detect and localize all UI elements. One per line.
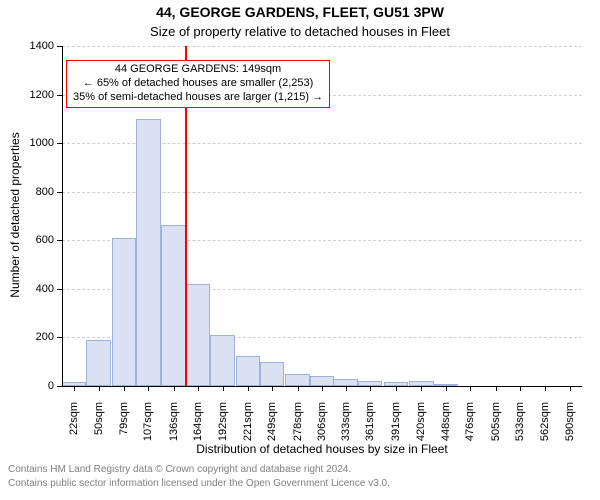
x-tick-label: 420sqm (415, 402, 427, 452)
x-tick-label: 333sqm (340, 402, 352, 452)
histogram-bar (260, 362, 284, 386)
x-axis-line (62, 386, 582, 387)
y-tick-label: 0 (14, 380, 54, 392)
y-tick-label: 800 (14, 186, 54, 198)
x-tick-label: 249sqm (266, 402, 278, 452)
histogram-bar (186, 284, 210, 386)
x-tick-label: 107sqm (142, 402, 154, 452)
x-tick-label: 306sqm (316, 402, 328, 452)
histogram-bar (333, 379, 357, 386)
y-axis-line (62, 46, 63, 386)
gridline (62, 46, 582, 48)
x-tick-label: 164sqm (192, 402, 204, 452)
x-tick-label: 476sqm (464, 402, 476, 452)
histogram-bar (86, 340, 110, 386)
annotation-line: 44 GEORGE GARDENS: 149sqm (73, 63, 323, 77)
y-tick-label: 600 (14, 234, 54, 246)
x-tick-label: 533sqm (514, 402, 526, 452)
x-tick-label: 562sqm (539, 402, 551, 452)
y-tick-label: 1000 (14, 137, 54, 149)
histogram-bar (136, 119, 160, 386)
y-tick-label: 400 (14, 283, 54, 295)
chart-plot-inner: 44 GEORGE GARDENS: 149sqm← 65% of detach… (62, 46, 582, 386)
footer-line-2: Contains public sector information licen… (8, 478, 390, 489)
x-tick-label: 22sqm (68, 402, 80, 452)
annotation-box: 44 GEORGE GARDENS: 149sqm← 65% of detach… (66, 60, 330, 107)
x-tick-label: 278sqm (292, 402, 304, 452)
x-tick-label: 192sqm (217, 402, 229, 452)
y-tick-label: 1200 (14, 89, 54, 101)
histogram-bar (285, 374, 309, 386)
x-tick-label: 448sqm (440, 402, 452, 452)
annotation-line: ← 65% of detached houses are smaller (2,… (73, 77, 323, 91)
histogram-bar (236, 356, 260, 386)
x-tick-label: 505sqm (490, 402, 502, 452)
histogram-bar (310, 376, 334, 386)
chart-title-main: 44, GEORGE GARDENS, FLEET, GU51 3PW (0, 4, 600, 20)
chart-plot-area: 44 GEORGE GARDENS: 149sqm← 65% of detach… (62, 46, 582, 386)
x-tick-label: 361sqm (364, 402, 376, 452)
x-tick-label: 79sqm (118, 402, 130, 452)
histogram-bar (112, 238, 136, 386)
chart-title-sub: Size of property relative to detached ho… (0, 24, 600, 39)
footer-line-1: Contains HM Land Registry data © Crown c… (8, 464, 351, 475)
x-tick-label: 391sqm (390, 402, 402, 452)
x-tick-label: 50sqm (93, 402, 105, 452)
x-tick-label: 221sqm (242, 402, 254, 452)
histogram-bar (161, 225, 185, 387)
x-tick-label: 136sqm (168, 402, 180, 452)
y-tick-label: 200 (14, 331, 54, 343)
annotation-line: 35% of semi-detached houses are larger (… (73, 91, 323, 105)
histogram-bar (210, 335, 234, 386)
y-tick-label: 1400 (14, 40, 54, 52)
x-tick-label: 590sqm (564, 402, 576, 452)
